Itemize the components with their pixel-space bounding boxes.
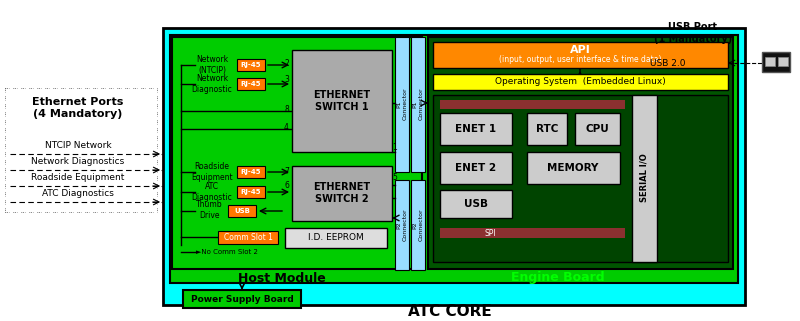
Text: Ethernet Ports
(4 Mandatory): Ethernet Ports (4 Mandatory) <box>32 97 124 119</box>
Bar <box>778 57 788 66</box>
Text: Network
(NTCIP): Network (NTCIP) <box>196 55 228 75</box>
Text: RTC: RTC <box>536 124 558 134</box>
Text: RJ-45: RJ-45 <box>241 169 262 175</box>
Text: ATC CORE: ATC CORE <box>408 305 492 319</box>
Text: NTCIP Network: NTCIP Network <box>45 142 111 151</box>
Text: Operating System  (Embedded Linux): Operating System (Embedded Linux) <box>494 77 666 86</box>
Text: P2
Connector: P2 Connector <box>397 209 407 241</box>
Bar <box>292 50 392 152</box>
Bar <box>632 95 657 262</box>
Bar <box>163 28 745 305</box>
Bar <box>183 290 301 308</box>
Text: USB: USB <box>234 208 250 214</box>
Bar <box>237 186 265 198</box>
Text: USB: USB <box>464 199 488 209</box>
Bar <box>428 37 733 269</box>
Bar <box>433 95 728 262</box>
Bar <box>433 42 728 68</box>
Bar <box>172 37 422 269</box>
Text: Comm Slot 1: Comm Slot 1 <box>223 232 273 241</box>
Bar <box>765 57 775 66</box>
Text: RJ-45: RJ-45 <box>241 62 262 68</box>
Bar <box>170 35 738 283</box>
Text: RJ-45: RJ-45 <box>241 189 262 195</box>
Text: Thumb
Drive: Thumb Drive <box>196 200 222 220</box>
Text: 2: 2 <box>284 58 289 67</box>
Text: Roadside Equipment: Roadside Equipment <box>31 173 125 183</box>
Text: ETHERNET
SWITCH 2: ETHERNET SWITCH 2 <box>314 182 370 204</box>
Text: ENET 1: ENET 1 <box>455 124 497 134</box>
Bar <box>440 113 512 145</box>
Text: USB 2.0: USB 2.0 <box>650 58 686 67</box>
Bar <box>285 228 387 248</box>
Text: CPU: CPU <box>585 124 609 134</box>
Bar <box>433 74 728 90</box>
Text: SPI: SPI <box>484 229 496 238</box>
Text: 5: 5 <box>392 173 397 183</box>
Bar <box>575 113 620 145</box>
Text: P1
Connector: P1 Connector <box>413 88 423 120</box>
Text: 8: 8 <box>284 106 289 115</box>
Text: ENET 2: ENET 2 <box>455 163 497 173</box>
Text: (input, output, user interface & time data): (input, output, user interface & time da… <box>498 56 662 65</box>
Text: USB Port
(1 Mandatory): USB Port (1 Mandatory) <box>654 22 732 44</box>
Text: ►No Comm Slot 2: ►No Comm Slot 2 <box>196 249 258 255</box>
Bar <box>527 152 620 184</box>
Bar <box>395 37 409 172</box>
Bar <box>237 59 265 71</box>
Bar <box>237 78 265 90</box>
Text: Engine Board: Engine Board <box>511 272 605 284</box>
Text: 1: 1 <box>392 143 397 152</box>
Text: I.D. EEPROM: I.D. EEPROM <box>308 233 364 242</box>
Bar <box>292 166 392 221</box>
Bar <box>218 231 278 244</box>
Text: ATC Diagnostics: ATC Diagnostics <box>42 189 114 198</box>
Text: MEMORY: MEMORY <box>547 163 598 173</box>
Bar <box>440 228 625 238</box>
Text: 6: 6 <box>284 181 289 190</box>
Text: API: API <box>570 45 590 55</box>
Bar <box>237 166 265 178</box>
Bar <box>527 113 567 145</box>
Text: ETHERNET
SWITCH 1: ETHERNET SWITCH 1 <box>314 90 370 112</box>
Text: RJ-45: RJ-45 <box>241 81 262 87</box>
Bar <box>762 52 790 72</box>
Bar <box>395 180 409 270</box>
Bar <box>411 180 425 270</box>
Text: 4: 4 <box>284 124 289 133</box>
Bar <box>440 152 512 184</box>
Bar <box>440 190 512 218</box>
Text: 3: 3 <box>284 74 289 83</box>
Bar <box>411 37 425 172</box>
Bar <box>228 205 256 217</box>
Text: Roadside
Equipment: Roadside Equipment <box>191 162 233 182</box>
Text: ATC
Diagnostic: ATC Diagnostic <box>192 182 232 202</box>
Text: Network
Diagnostic: Network Diagnostic <box>192 74 232 94</box>
Bar <box>440 100 625 109</box>
Text: 7: 7 <box>284 168 289 177</box>
Text: SERIAL I/O: SERIAL I/O <box>639 154 649 202</box>
Text: Network Diagnostics: Network Diagnostics <box>31 158 125 167</box>
Text: Power Supply Board: Power Supply Board <box>190 294 294 303</box>
Text: P1
Connector: P1 Connector <box>397 88 407 120</box>
Text: P2
Connector: P2 Connector <box>413 209 423 241</box>
Text: Host Module: Host Module <box>238 272 326 284</box>
